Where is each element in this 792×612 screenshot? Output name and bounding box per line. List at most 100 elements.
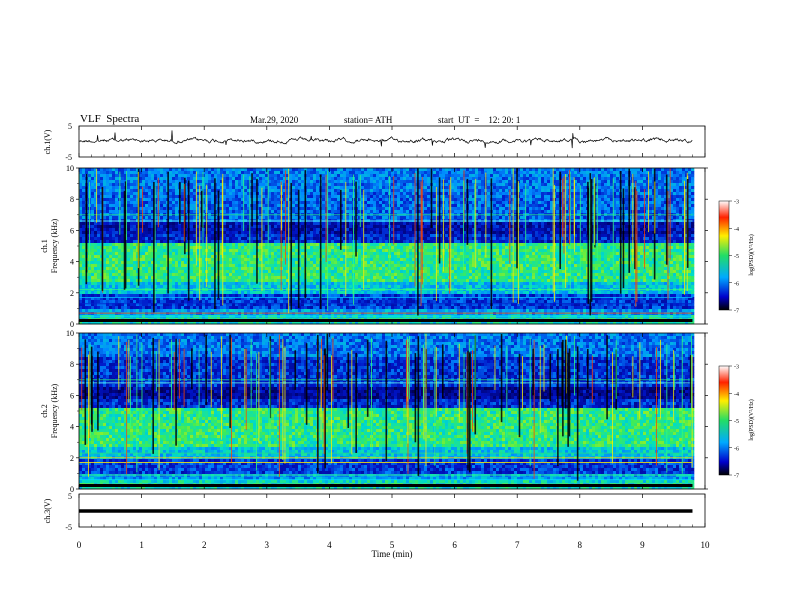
spectrogram-cell: [316, 192, 320, 196]
spectrogram-cell: [274, 195, 278, 199]
spectrogram-cell: [391, 174, 395, 178]
spectrogram-cell: [406, 222, 410, 226]
spectrogram-cell: [499, 216, 503, 220]
spectrogram-cell: [373, 231, 377, 235]
spectrogram-cell: [577, 195, 581, 199]
spectrogram-cell: [91, 192, 95, 196]
spectrogram-cell: [490, 174, 494, 178]
spectrogram-cell: [493, 180, 497, 184]
spectrogram-cell: [292, 171, 296, 175]
spectrogram-cell: [622, 171, 626, 175]
spectrogram-cell: [598, 171, 602, 175]
spectrogram-cell: [223, 195, 227, 199]
spectrogram-cell: [316, 168, 320, 172]
spectrogram-cell: [325, 168, 329, 172]
spectrogram-cell: [589, 168, 593, 172]
spectrogram-cell: [406, 237, 410, 241]
spectrogram-cell: [229, 204, 233, 208]
spectrogram-cell: [382, 171, 386, 175]
spectrogram-cell: [400, 207, 404, 211]
spectrogram-cell: [130, 183, 134, 187]
spectrogram-cell: [451, 204, 455, 208]
spectrogram-cell: [391, 171, 395, 175]
spectrogram-cell: [646, 174, 650, 178]
spectrogram-cell: [271, 240, 275, 244]
spectrogram-cell: [397, 177, 401, 181]
spectrogram-cell: [301, 210, 305, 214]
spectrogram-cell: [97, 240, 101, 244]
spectrogram-cell: [130, 168, 134, 172]
spectrogram-cell: [553, 174, 557, 178]
spectrogram-cell: [445, 216, 449, 220]
spectrogram-cell: [508, 183, 512, 187]
spectrogram-cell: [271, 192, 275, 196]
spectrogram-cell: [376, 195, 380, 199]
spectrogram-cell: [127, 189, 131, 193]
spectrogram-cell: [676, 222, 680, 226]
spectrogram-cell: [133, 186, 137, 190]
spectrogram-cell: [424, 237, 428, 241]
spectrogram-cell: [460, 186, 464, 190]
spectrogram-cell: [271, 198, 275, 202]
spectrogram-cell: [238, 231, 242, 235]
spectrogram-cell: [295, 177, 299, 181]
spectrogram-cell: [616, 204, 620, 208]
spectrogram-cell: [481, 180, 485, 184]
spectrogram-cell: [460, 192, 464, 196]
spectrogram-cell: [265, 171, 269, 175]
spectrogram-cell: [658, 222, 662, 226]
spectrogram-cell: [364, 207, 368, 211]
spectrogram-cell: [505, 234, 509, 238]
spectrogram-cell: [520, 210, 524, 214]
spectrogram-cell: [331, 174, 335, 178]
spectrogram-cell: [529, 201, 533, 205]
spectrogram-cell: [586, 180, 590, 184]
spectrogram-cell: [310, 222, 314, 226]
spectrogram-cell: [145, 168, 149, 172]
spectrogram-cell: [496, 186, 500, 190]
spectrogram-cell: [223, 189, 227, 193]
spectrogram-cell: [382, 210, 386, 214]
spectrogram-cell: [544, 210, 548, 214]
spectrogram-cell: [382, 204, 386, 208]
spectrogram-cell: [679, 171, 683, 175]
spectrogram-cell: [520, 189, 524, 193]
spectrogram-cell: [106, 222, 110, 226]
spectrogram-cell: [193, 207, 197, 211]
spectrogram-cell: [691, 198, 695, 202]
spectrogram-cell: [91, 225, 95, 229]
spectrogram-cell: [235, 186, 239, 190]
spectrogram-cell: [496, 168, 500, 172]
spectrogram-cell: [106, 234, 110, 238]
spectrogram-cell: [358, 195, 362, 199]
spectrogram-cell: [277, 228, 281, 232]
spectrogram-cell: [82, 186, 86, 190]
spectrogram-cell: [328, 225, 332, 229]
spectrogram-cell: [433, 228, 437, 232]
spectrogram-cell: [370, 234, 374, 238]
spectrogram-cell: [331, 204, 335, 208]
spectrogram-cell: [397, 180, 401, 184]
spectrogram-cell: [658, 234, 662, 238]
spectrogram-cell: [313, 210, 317, 214]
spectrogram-cell: [376, 210, 380, 214]
spectrogram-cell: [511, 204, 515, 208]
spectrogram-cell: [655, 177, 659, 181]
spectrogram-cell: [82, 234, 86, 238]
spectrogram-cell: [244, 186, 248, 190]
spectrogram-cell: [460, 234, 464, 238]
spectrogram-cell: [292, 189, 296, 193]
spectrogram-cell: [469, 222, 473, 226]
spectrogram-cell: [331, 231, 335, 235]
spectrogram-cell: [145, 195, 149, 199]
spectrogram-cell: [160, 168, 164, 172]
spectrogram-cell: [292, 180, 296, 184]
spectrogram-cell: [91, 180, 95, 184]
spectrogram-cell: [301, 177, 305, 181]
spectrogram-cell: [682, 183, 686, 187]
spectrogram-cell: [457, 225, 461, 229]
spectrogram-cell: [211, 195, 215, 199]
spectrogram-cell: [364, 180, 368, 184]
spectrogram-cell: [193, 234, 197, 238]
spectrogram-cell: [424, 204, 428, 208]
